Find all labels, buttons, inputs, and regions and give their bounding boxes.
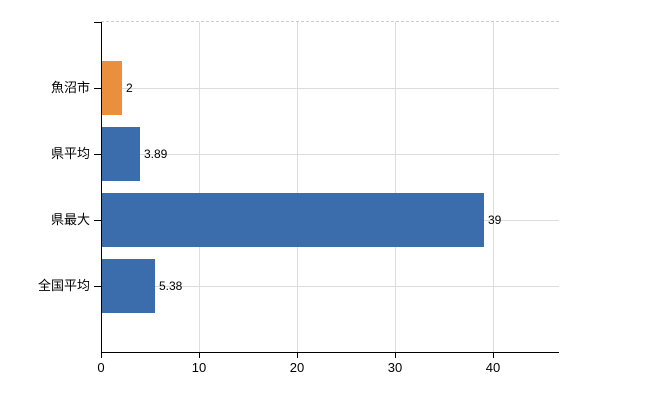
bar-value-label: 5.38 [159,279,183,293]
x-axis-tick [395,352,396,358]
x-tick-label: 20 [289,360,305,375]
bar-value-label: 39 [488,213,502,227]
y-axis-top-tick [94,22,101,23]
x-tick-label: 30 [387,360,403,375]
y-axis-tick [94,286,101,287]
plot-top-border [101,21,559,22]
x-tick-label: 10 [191,360,207,375]
y-axis-line [101,22,102,352]
y-axis-tick [94,88,101,89]
y-axis-tick [94,220,101,221]
category-label: 県最大 [50,212,90,227]
category-gridline [101,286,559,287]
bar-value-label: 3.89 [144,147,168,161]
x-axis-tick [101,352,102,358]
gridline-vertical [395,22,396,352]
bar [102,127,140,181]
gridline-vertical [297,22,298,352]
bar [102,193,484,247]
x-tick-label: 40 [485,360,501,375]
category-gridline [101,88,559,89]
x-axis-tick [199,352,200,358]
category-label: 全国平均 [37,278,90,293]
category-label: 魚沼市 [50,80,90,95]
bar [102,61,122,115]
y-axis-tick [94,154,101,155]
category-label: 県平均 [50,146,90,161]
gridline-vertical [493,22,494,352]
bar-value-label: 2 [126,81,133,95]
x-axis-tick [493,352,494,358]
bar [102,259,155,313]
x-tick-label: 0 [97,360,105,375]
gridline-vertical [199,22,200,352]
category-gridline [101,154,559,155]
x-axis-tick [297,352,298,358]
x-axis-line [101,352,559,353]
